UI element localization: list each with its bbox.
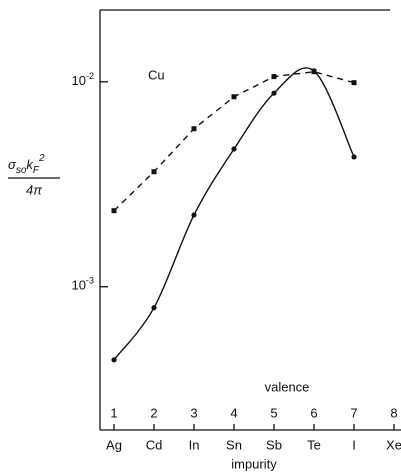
marker — [111, 208, 117, 214]
y-tick-label-exp: -2 — [86, 71, 94, 81]
marker — [351, 80, 357, 86]
valence-label: 3 — [190, 405, 197, 420]
marker — [191, 212, 197, 218]
y-tick-label-base: 10 — [72, 73, 86, 88]
x-label: impurity — [231, 456, 277, 471]
marker — [151, 305, 157, 311]
x-tick-label: Sb — [266, 437, 282, 452]
y-label: σsokF2 4π — [8, 153, 60, 197]
valence-label: 4 — [230, 405, 237, 420]
y-label-part: so — [16, 165, 27, 176]
x-tick-label: Sn — [226, 437, 242, 452]
marker — [311, 68, 317, 74]
marker — [231, 146, 237, 152]
marker — [191, 126, 197, 132]
x-label-top: valence — [265, 379, 310, 394]
valence-label: 7 — [350, 405, 357, 420]
y-label-numerator: σsokF2 — [8, 153, 45, 176]
y-label-denominator: 4π — [26, 182, 42, 197]
x-tick-label: Cd — [146, 437, 163, 452]
y-tick-label: 10-3 — [72, 276, 94, 293]
x-tick-label: Xe — [386, 437, 401, 452]
valence-label: 6 — [310, 405, 317, 420]
y-label-part: F — [33, 165, 40, 176]
series-line — [113, 70, 355, 212]
y-label-part: σ — [8, 157, 17, 172]
marker — [271, 74, 277, 80]
x-tick-label: Te — [307, 437, 321, 452]
marker — [231, 94, 237, 100]
series-line — [113, 67, 355, 361]
marker — [271, 90, 277, 96]
valence-label: 2 — [150, 405, 157, 420]
y-label-part: k — [26, 157, 34, 172]
y-label-part: 2 — [38, 153, 45, 164]
marker — [351, 154, 357, 160]
x-tick-label: I — [352, 437, 356, 452]
marker — [151, 169, 157, 175]
y-tick-label-base: 10 — [72, 278, 86, 293]
y-tick-label-exp: -3 — [86, 276, 94, 286]
valence-label: 1 — [110, 405, 117, 420]
x-tick-label: Ag — [106, 437, 122, 452]
x-tick-label: In — [189, 437, 200, 452]
y-tick-label: 10-2 — [72, 71, 94, 88]
valence-label: 8 — [390, 405, 397, 420]
marker — [111, 357, 117, 363]
annotation: Cu — [148, 67, 165, 82]
valence-label: 5 — [270, 405, 277, 420]
